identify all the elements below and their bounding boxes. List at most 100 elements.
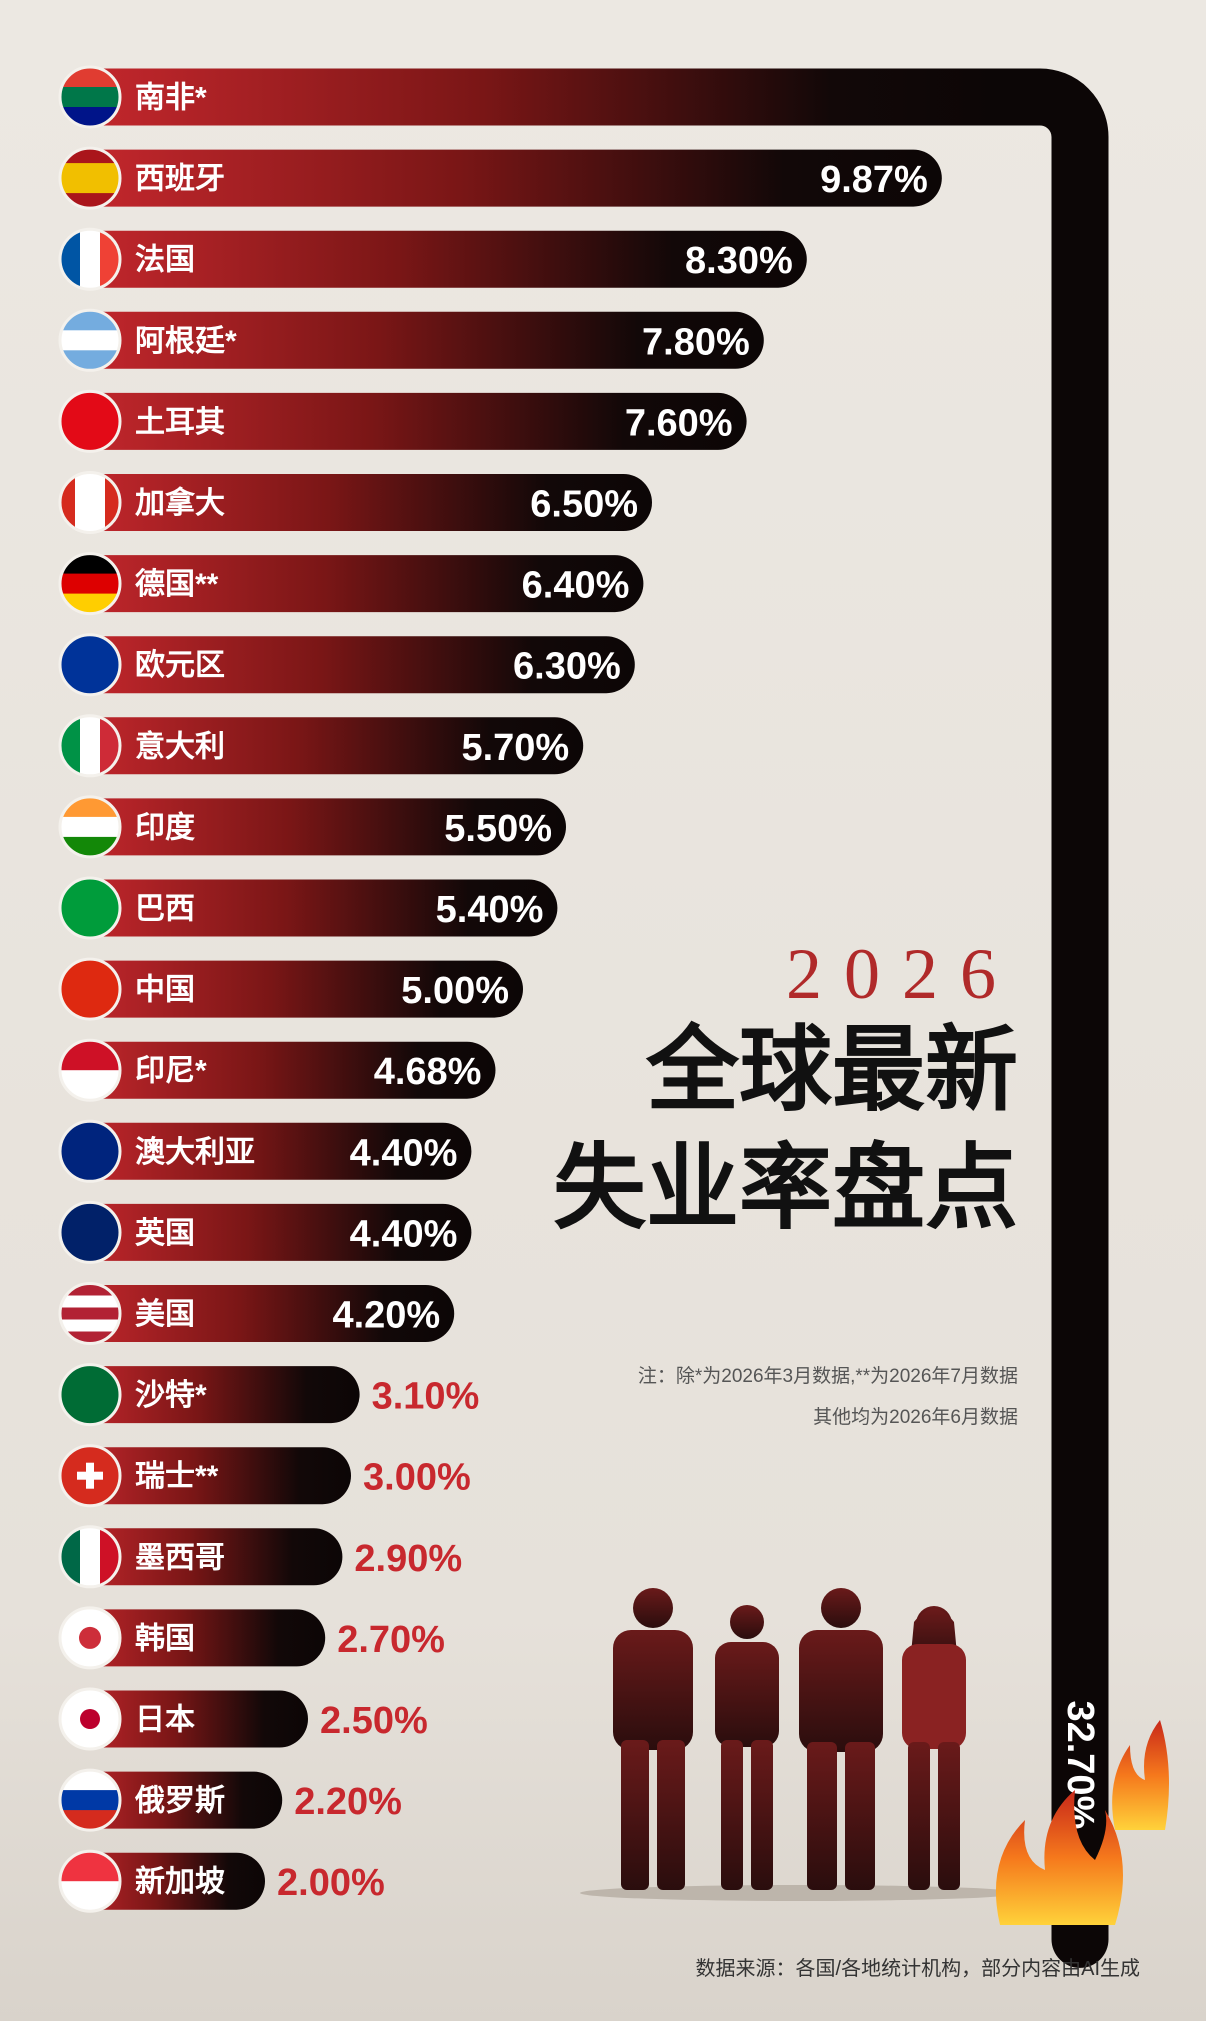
category-label: 南非* (135, 82, 207, 115)
flag-stripe (80, 715, 101, 776)
flag-ring (58, 1119, 122, 1183)
value-label: 3.00% (363, 1457, 471, 1499)
bar (64, 68, 1109, 1968)
flag-ring (58, 1768, 122, 1832)
value-label: 3.10% (372, 1376, 480, 1418)
value-label: 7.80% (642, 321, 750, 363)
bar (64, 1122, 472, 1180)
flag (60, 391, 120, 452)
note: 其他均为2026年6月数据 (813, 1406, 1018, 1428)
bar (64, 1609, 326, 1667)
value-label: 7.60% (625, 402, 733, 444)
value-label: 4.20% (332, 1295, 440, 1337)
category-label: 巴西 (135, 893, 195, 926)
value-label: 9.87% (820, 159, 928, 201)
value-label: 8.30% (685, 240, 793, 282)
flag-ring (58, 389, 122, 453)
category-label: 美国 (135, 1297, 195, 1331)
bar (64, 474, 652, 531)
value-label: 2.20% (294, 1781, 402, 1823)
flag-ring (58, 633, 122, 697)
flag (60, 959, 120, 1020)
flag-stripe (90, 472, 106, 533)
flag-stripe (80, 1526, 101, 1587)
value-label: 6.40% (522, 565, 630, 607)
flag-disc (80, 1709, 100, 1729)
value-label: 5.50% (444, 808, 552, 850)
category-label: 德国** (135, 568, 219, 601)
flag (60, 1445, 120, 1506)
category-label: 日本 (135, 1704, 195, 1737)
category-label: 意大利 (135, 729, 225, 763)
flag-stripe (60, 878, 120, 938)
flag-ring (58, 227, 122, 291)
bar (64, 1366, 360, 1424)
flag-ring (58, 1687, 122, 1751)
flag (60, 1202, 120, 1263)
flag-stripe (60, 330, 120, 351)
value-label: 5.70% (461, 727, 569, 769)
bar (64, 879, 558, 937)
bar (64, 1041, 496, 1099)
flag-stripe (60, 816, 120, 838)
bar (64, 555, 644, 613)
flag (60, 1607, 120, 1668)
subtitle: 2026 (786, 934, 1018, 1014)
bar (64, 311, 764, 369)
category-label: 土耳其 (135, 406, 225, 439)
flag-ring (58, 714, 122, 778)
flag-ring (58, 1444, 122, 1508)
value-label: 4.40% (350, 1213, 458, 1255)
flag-ring (58, 308, 122, 372)
category-label: 新加坡 (135, 1866, 225, 1899)
value-label: 6.30% (513, 646, 621, 688)
flames-illustration (995, 1720, 1169, 1925)
title-line: 失业率盘点 (553, 1138, 1018, 1241)
flag-ring (58, 65, 122, 129)
value-label: 4.68% (374, 1051, 482, 1093)
bar (64, 1528, 343, 1586)
bar (64, 717, 584, 775)
flag-ring (58, 1606, 122, 1670)
value-label: 4.40% (350, 1132, 458, 1174)
category-label: 沙特* (135, 1379, 207, 1412)
bars: 32.70%南非*9.87%西班牙8.30%法国7.80%阿根廷*7.60%土耳… (58, 65, 1109, 1968)
value-label: 5.00% (401, 970, 509, 1012)
bar (64, 392, 747, 450)
flag-stripe (60, 163, 120, 179)
value-label: 2.00% (277, 1862, 385, 1904)
flag (60, 472, 120, 533)
flag-stripe (75, 472, 91, 533)
flag-stripe (60, 87, 120, 108)
flag-stripe (60, 391, 120, 452)
flag-ring (58, 876, 122, 940)
category-label: 加拿大 (135, 486, 225, 520)
bar (64, 1447, 351, 1505)
flag (60, 634, 120, 695)
category-label: 瑞士** (135, 1460, 219, 1493)
people-illustration (580, 1588, 1020, 1901)
bar (64, 1203, 472, 1261)
flag-stripe (80, 229, 101, 290)
bar (64, 798, 566, 856)
flag (60, 1689, 120, 1749)
value-label: 5.40% (436, 889, 544, 931)
source: 数据来源：各国/各地统计机构，部分内容由AI生成 (696, 1957, 1140, 1980)
flag-ring (58, 471, 122, 534)
title-line: 全球最新 (645, 1020, 1018, 1123)
value-label: 2.90% (354, 1538, 462, 1580)
bar (64, 636, 635, 694)
flag-disc (79, 1626, 101, 1649)
flag-stripe (60, 1319, 120, 1332)
category-label: 印尼* (135, 1055, 207, 1088)
value-label: 2.50% (320, 1700, 428, 1742)
flag-stripe (60, 1364, 120, 1425)
category-label: 墨西哥 (135, 1541, 225, 1574)
value-label: 2.70% (337, 1619, 445, 1661)
category-label: 西班牙 (135, 163, 225, 196)
flag-stripe (60, 634, 120, 695)
flag-stripe (60, 1121, 120, 1182)
flag (60, 1121, 120, 1182)
